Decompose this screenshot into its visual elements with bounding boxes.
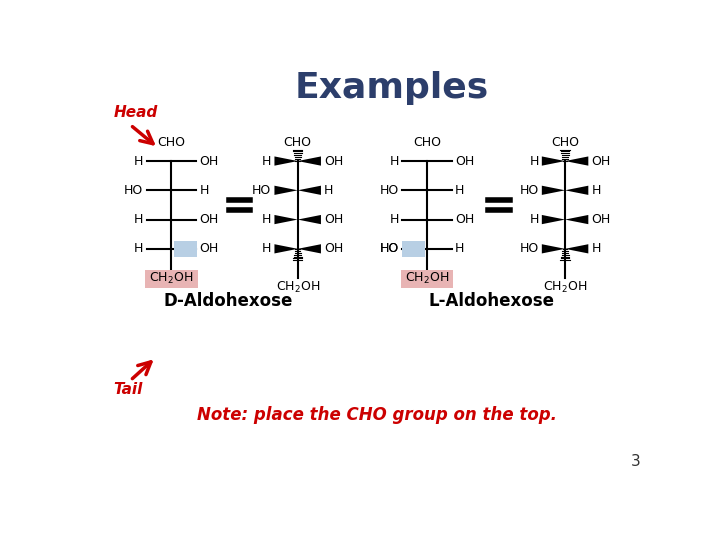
Text: H: H — [390, 154, 399, 167]
Polygon shape — [297, 157, 321, 166]
Text: H: H — [390, 213, 399, 226]
Text: H: H — [324, 184, 333, 197]
Text: OH: OH — [455, 213, 474, 226]
Polygon shape — [565, 157, 588, 166]
Polygon shape — [274, 244, 297, 253]
Text: OH: OH — [324, 154, 343, 167]
Text: HO: HO — [380, 242, 399, 255]
Polygon shape — [274, 186, 297, 195]
Text: Tail: Tail — [113, 382, 143, 397]
Polygon shape — [274, 215, 297, 224]
Text: OH: OH — [324, 242, 343, 255]
Text: CHO: CHO — [551, 136, 579, 148]
Bar — [174, 241, 197, 256]
Text: HO: HO — [252, 184, 271, 197]
Text: H: H — [134, 213, 143, 226]
Text: OH: OH — [591, 213, 611, 226]
Text: H: H — [262, 242, 271, 255]
Text: CH$_2$OH: CH$_2$OH — [276, 280, 320, 295]
Text: HO: HO — [380, 242, 399, 255]
Text: OH: OH — [591, 154, 611, 167]
Text: H: H — [591, 242, 600, 255]
Polygon shape — [297, 215, 321, 224]
Text: H: H — [199, 184, 209, 197]
Text: H: H — [262, 213, 271, 226]
Polygon shape — [542, 186, 565, 195]
Text: HO: HO — [519, 184, 539, 197]
Text: 3: 3 — [631, 454, 640, 469]
Text: OH: OH — [455, 154, 474, 167]
Text: CH$_2$OH: CH$_2$OH — [405, 271, 449, 286]
Text: H: H — [455, 184, 464, 197]
Text: HO: HO — [125, 184, 143, 197]
Text: H: H — [262, 154, 271, 167]
Polygon shape — [542, 244, 565, 253]
Bar — [401, 269, 454, 288]
Bar — [145, 269, 198, 288]
Text: Head: Head — [113, 105, 158, 120]
Text: H: H — [134, 242, 143, 255]
Polygon shape — [274, 157, 297, 166]
Text: H: H — [529, 213, 539, 226]
Polygon shape — [565, 244, 588, 253]
Text: OH: OH — [199, 154, 219, 167]
Text: OH: OH — [199, 242, 219, 255]
Text: HO: HO — [380, 184, 399, 197]
Text: HO: HO — [519, 242, 539, 255]
Text: Examples: Examples — [295, 71, 490, 105]
Text: D-Aldohexose: D-Aldohexose — [163, 292, 292, 310]
Text: L-Aldohexose: L-Aldohexose — [428, 292, 554, 310]
Polygon shape — [297, 244, 321, 253]
Text: CHO: CHO — [158, 136, 185, 148]
Text: OH: OH — [199, 213, 219, 226]
Polygon shape — [542, 215, 565, 224]
Text: H: H — [529, 154, 539, 167]
Text: Note: place the CHO group on the top.: Note: place the CHO group on the top. — [197, 406, 557, 424]
Text: H: H — [591, 184, 600, 197]
Text: H: H — [134, 154, 143, 167]
Text: OH: OH — [324, 213, 343, 226]
Polygon shape — [565, 186, 588, 195]
Text: H: H — [455, 242, 464, 255]
Polygon shape — [542, 157, 565, 166]
Text: CHO: CHO — [413, 136, 441, 148]
Polygon shape — [565, 215, 588, 224]
Text: CH$_2$OH: CH$_2$OH — [149, 271, 194, 286]
Text: CH$_2$OH: CH$_2$OH — [543, 280, 588, 295]
Text: CHO: CHO — [284, 136, 312, 148]
Polygon shape — [297, 186, 321, 195]
Bar — [402, 241, 425, 256]
